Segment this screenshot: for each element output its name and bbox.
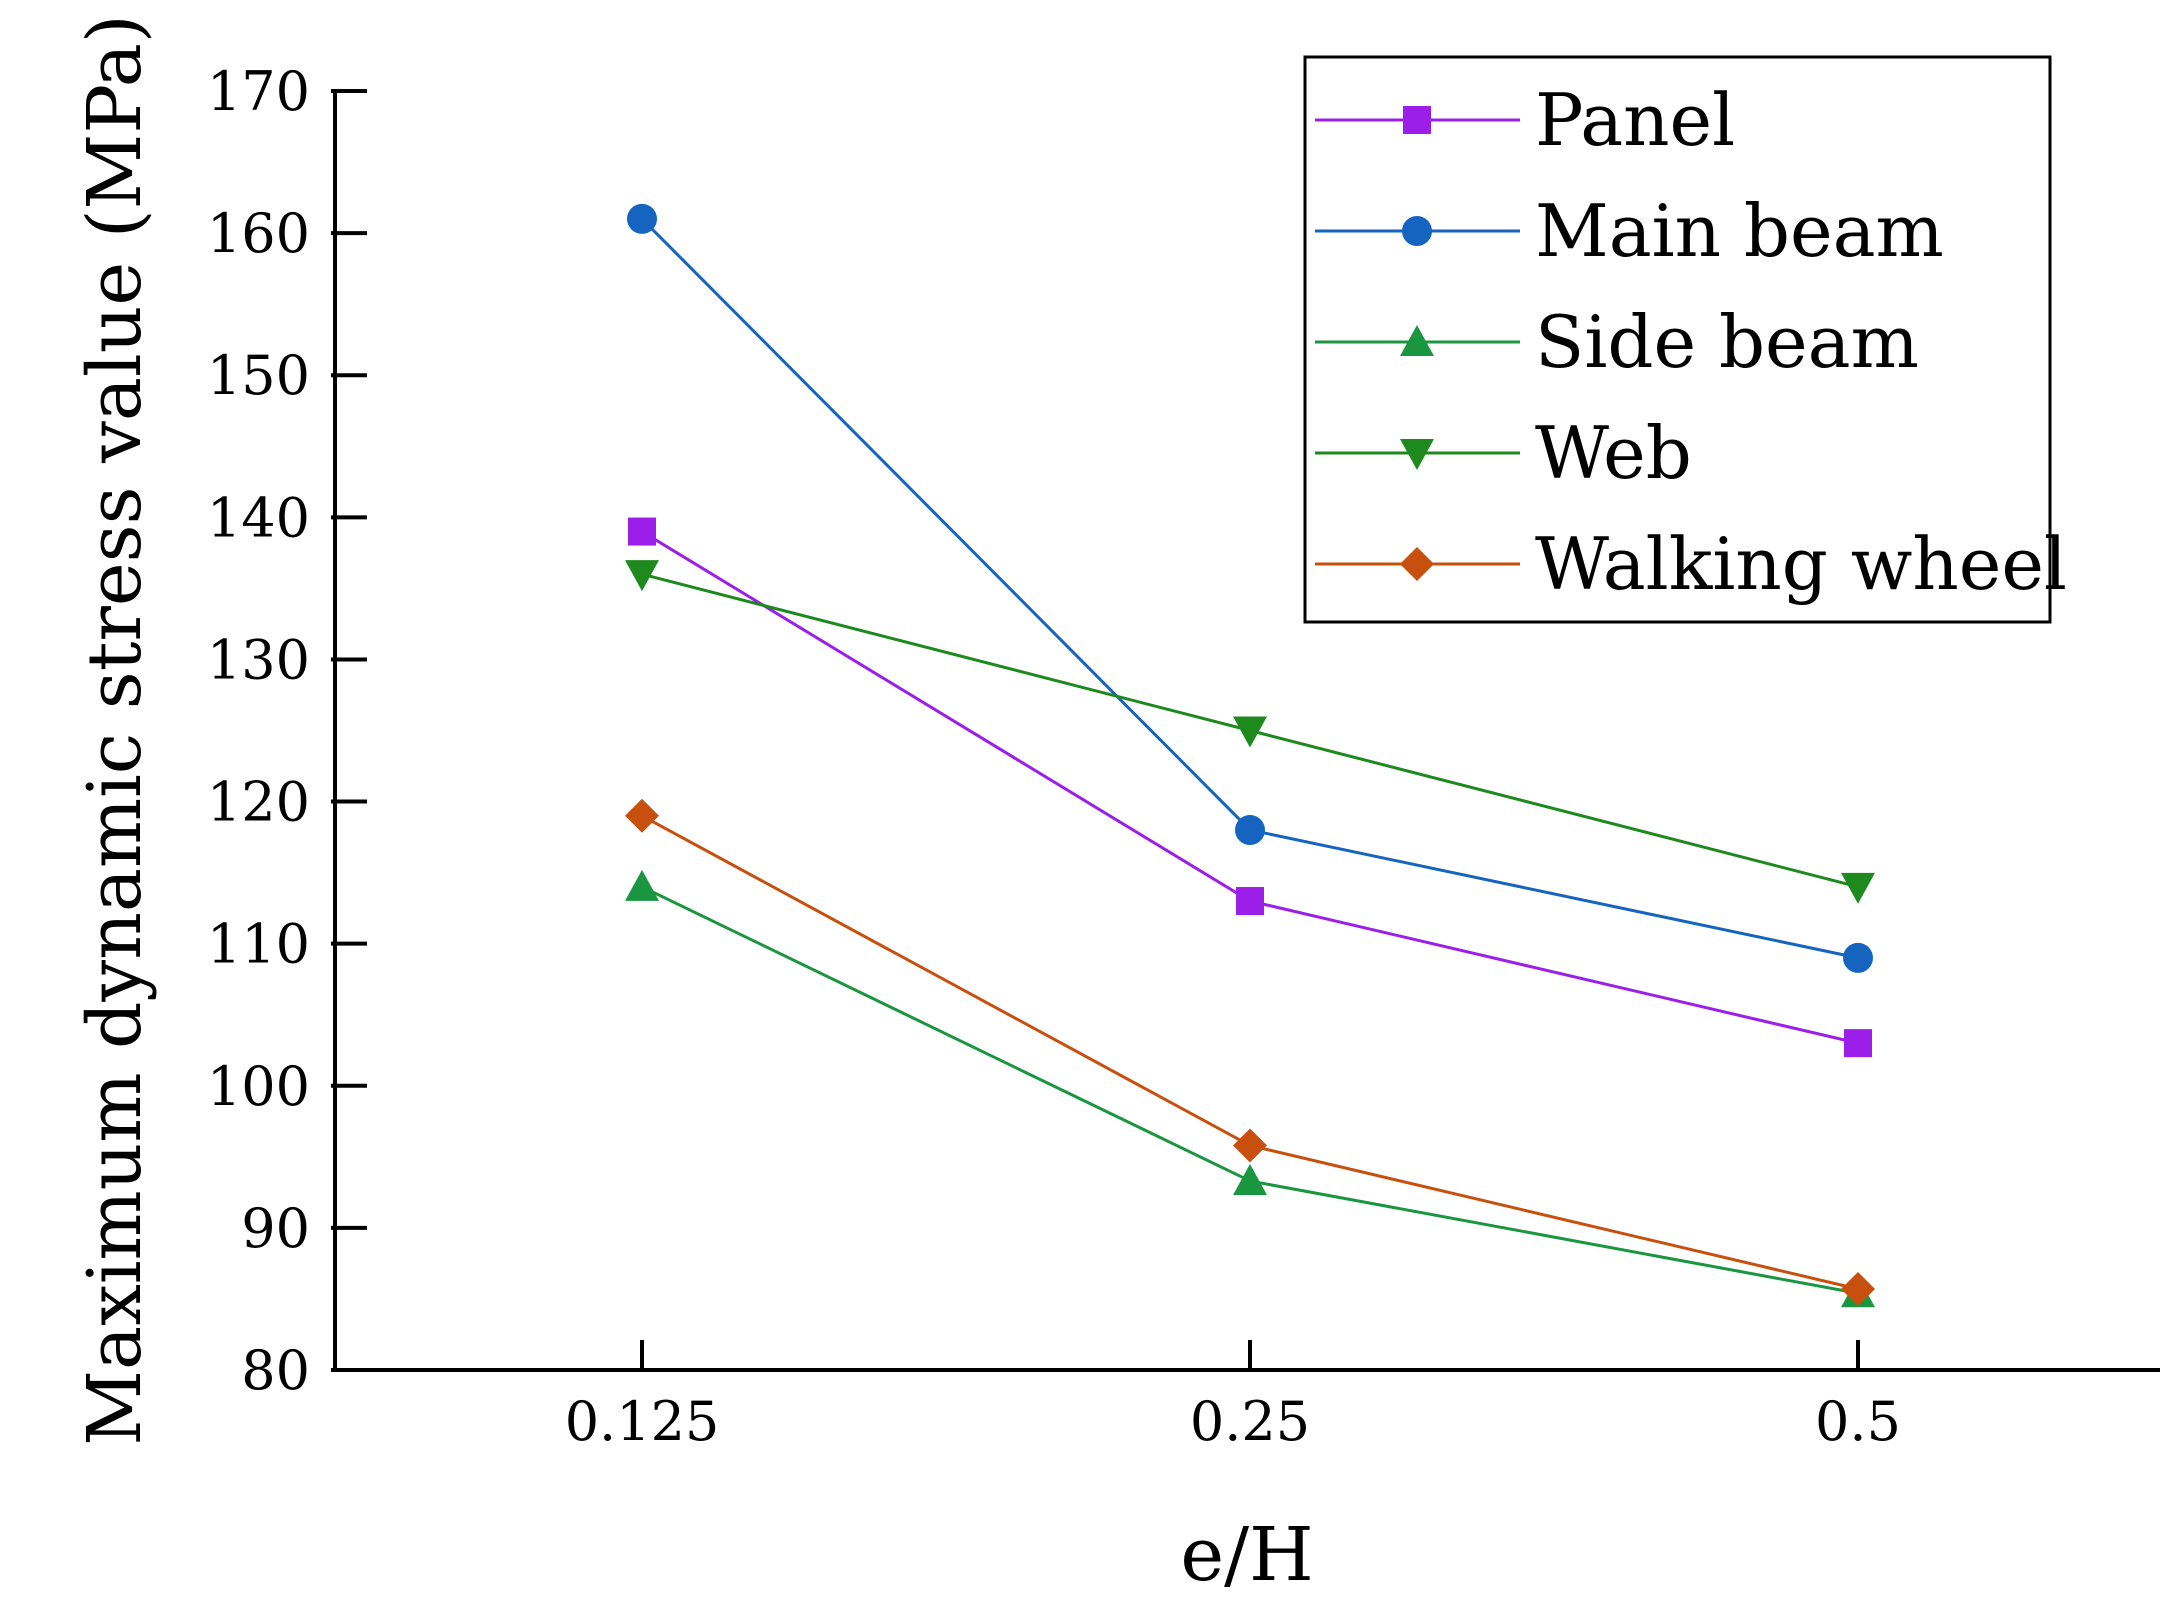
side-beam-point [1233,1163,1267,1195]
series-main-beam [627,203,1873,973]
legend-label: Main beam [1535,189,1944,273]
y-tick-label: 160 [207,202,310,265]
series-walking-wheel [625,798,1875,1306]
legend-item-side-beam: Side beam [1315,300,1919,384]
x-tick-label: 0.5 [1815,1390,1901,1453]
side-beam-line [641,885,1859,1295]
legend-item-web: Web [1315,411,1692,495]
y-tick-label: 140 [207,486,310,549]
y-tick-label: 110 [207,913,310,976]
web-point [625,560,659,592]
panel-point [1236,887,1264,916]
web-point [1233,716,1267,748]
main-beam-point [1843,942,1873,973]
legend-marker [1402,216,1432,246]
x-tick-label: 0.25 [1190,1390,1310,1453]
series-panel [628,517,1872,1058]
main-beam-point [1235,814,1265,845]
legend-marker [1400,325,1434,356]
series-side-beam [625,869,1875,1308]
main-beam-point [627,203,657,234]
series-web [625,560,1875,904]
legend-marker [1400,439,1434,470]
y-tick-label: 120 [207,771,310,834]
legend-item-panel: Panel [1315,78,1735,162]
x-axis-title: e/H [1180,1512,1313,1598]
legend-items: Panel Main beam Side beam Web Walking wheel [1315,78,2067,606]
legend-label: Panel [1535,78,1735,162]
y-axis-title: Maximum dynamic stress value (MPa) [72,14,158,1446]
web-point [1841,872,1875,904]
legend-marker [1403,106,1431,134]
axes [333,91,2160,1372]
legend-marker [1400,547,1434,581]
walking-wheel-point [625,798,659,833]
legend-item-walking-wheel: Walking wheel [1315,522,2067,606]
y-tick-label: 150 [207,344,310,407]
panel-point [1844,1029,1872,1058]
walking-wheel-point [1841,1271,1875,1306]
walking-wheel-line [641,814,1859,1291]
y-tick-label: 90 [241,1197,310,1260]
legend-item-main-beam: Main beam [1315,189,1944,273]
panel-point [628,517,656,546]
y-tick-label: 80 [241,1339,310,1402]
y-tick-label: 130 [207,628,310,691]
legend-label: Side beam [1535,300,1919,384]
series-group [625,203,1875,1308]
y-tick-label: 100 [207,1055,310,1118]
legend: Panel Main beam Side beam Web Walking wheel [1303,55,2067,624]
side-beam-point [625,869,659,901]
legend-label: Walking wheel [1535,522,2067,606]
y-tick-label: 170 [207,60,310,123]
walking-wheel-point [1233,1128,1267,1163]
legend-box [1303,55,2052,624]
x-tick-label: 0.125 [565,1390,720,1453]
y-ticks: 80 90 100 110 120 130 140 150 160 170 [207,60,367,1402]
legend-label: Web [1535,411,1692,495]
x-ticks: 0.125 0.25 0.5 [565,1340,1901,1453]
